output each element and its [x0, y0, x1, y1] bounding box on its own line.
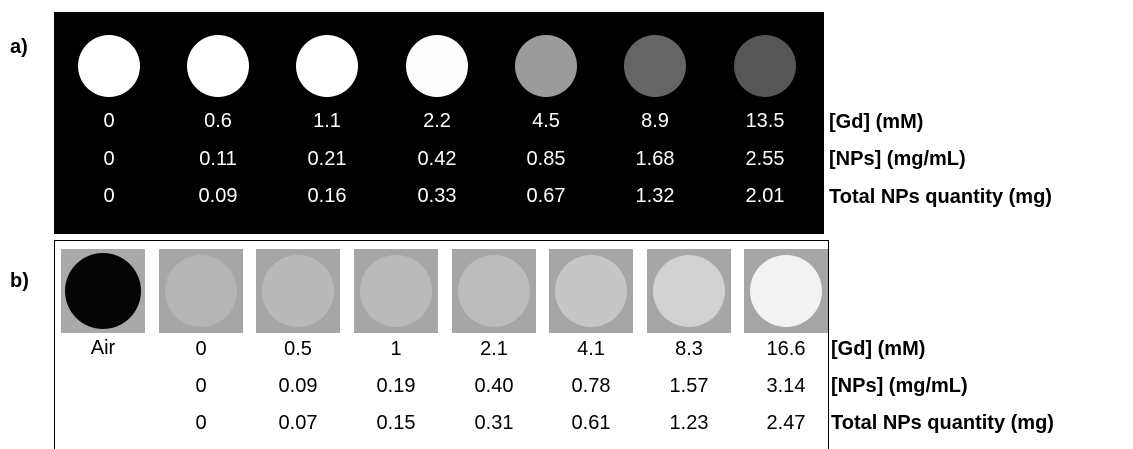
panel-b-value: 1.57: [669, 375, 709, 397]
sample-spot: [78, 35, 140, 97]
sample-spot: [296, 35, 358, 97]
panel-a-sample-image: [285, 24, 369, 108]
panel-b-sample-image: [452, 249, 536, 333]
sample-spot: [360, 255, 432, 327]
panel-a-value: 2.01: [745, 185, 785, 207]
panel-a-value: 0.11: [199, 148, 237, 170]
panel-b-value: 0.19: [376, 375, 416, 397]
panel-a-row-label-gd: [Gd] (mM): [829, 111, 924, 133]
panel-a-sample-image: [723, 24, 807, 108]
sample-spot: [750, 255, 822, 327]
air-label: Air: [90, 337, 116, 359]
panel-a-value: 0.85: [526, 148, 566, 170]
panel-b-value: 0: [195, 412, 207, 434]
panel-a-value: 13.5: [745, 110, 785, 132]
sample-spot: [653, 255, 725, 327]
panel-b-sample-image: [647, 249, 731, 333]
panel-b-row-label-gd: [Gd] (mM): [831, 338, 926, 360]
panel-a-mri-images: 0 0 0 0.6 0.11 0.09 1.1 0.21 0.16 2.2 0.42 0.33 4.5 0…: [54, 12, 824, 234]
panel-a-sample-image: [67, 24, 151, 108]
panel-b-value: 2.1: [480, 338, 508, 360]
panel-b-value: 0.15: [376, 412, 416, 434]
panel-a-row-label-nps: [NPs] (mg/mL): [829, 148, 966, 170]
panel-b-row-label-total: Total NPs quantity (mg): [831, 412, 1054, 434]
panel-a-sample-image: [395, 24, 479, 108]
panel-a-sample-image: [176, 24, 260, 108]
panel-a-row-label-total: Total NPs quantity (mg): [829, 186, 1052, 208]
panel-b-sample-image: [744, 249, 828, 333]
panel-b-value: 0.40: [474, 375, 514, 397]
sample-spot: [458, 255, 530, 327]
panel-a-value: 8.9: [641, 110, 669, 132]
sample-spot: [406, 35, 468, 97]
panel-a-value: 1.68: [635, 148, 675, 170]
panel-b-ct-images: Air 0 0 0 0.5 0.09 0.07 1 0.19 0.15 2.1 0.40 0.31 4.…: [54, 240, 829, 449]
panel-a-sample-image: [504, 24, 588, 108]
sample-spot: [624, 35, 686, 97]
panel-b-label: b): [10, 270, 29, 292]
panel-a-sample-image: [613, 24, 697, 108]
panel-b-sample-image: [159, 249, 243, 333]
panel-b-value: 0.09: [278, 375, 318, 397]
panel-b-row-label-nps: [NPs] (mg/mL): [831, 375, 968, 397]
panel-b-value: 0.61: [571, 412, 611, 434]
panel-a-value: 0: [103, 148, 115, 170]
panel-a-value: 2.55: [745, 148, 785, 170]
sample-spot: [187, 35, 249, 97]
panel-a-value: 0.21: [307, 148, 347, 170]
panel-a-value: 0.09: [198, 185, 238, 207]
panel-a-value: 1.32: [635, 185, 675, 207]
panel-a-value: 0.6: [204, 110, 232, 132]
panel-a-value: 1.1: [313, 110, 341, 132]
panel-b-sample-image: [256, 249, 340, 333]
panel-b-value: 16.6: [766, 338, 806, 360]
panel-a-value: 0: [103, 185, 115, 207]
panel-b-sample-image: [354, 249, 438, 333]
panel-a-value: 0.67: [526, 185, 566, 207]
panel-b-value: 0.07: [278, 412, 318, 434]
panel-a-value: 2.2: [423, 110, 451, 132]
sample-spot: [262, 255, 334, 327]
sample-spot: [165, 255, 237, 327]
panel-b-value: 1: [390, 338, 402, 360]
sample-spot: [734, 35, 796, 97]
panel-b-value: 0.78: [571, 375, 611, 397]
panel-b-value: 0: [195, 375, 207, 397]
panel-b-value: 0.5: [284, 338, 312, 360]
panel-b-sample-image: [549, 249, 633, 333]
sample-spot: [555, 255, 627, 327]
air-sample-image: [61, 249, 145, 333]
panel-a-value: 0.42: [417, 148, 457, 170]
panel-a-label: a): [10, 36, 28, 58]
panel-a-value: 0: [103, 110, 115, 132]
panel-b-value: 8.3: [675, 338, 703, 360]
panel-a-value: 0.33: [417, 185, 457, 207]
panel-b-value: 3.14: [766, 375, 806, 397]
panel-a-value: 0.16: [307, 185, 347, 207]
panel-b-value: 4.1: [577, 338, 605, 360]
panel-b-value: 2.47: [766, 412, 806, 434]
sample-spot: [515, 35, 577, 97]
panel-b-value: 0: [195, 338, 207, 360]
panel-a-value: 4.5: [532, 110, 560, 132]
panel-b-value: 1.23: [669, 412, 709, 434]
panel-b-value: 0.31: [474, 412, 514, 434]
